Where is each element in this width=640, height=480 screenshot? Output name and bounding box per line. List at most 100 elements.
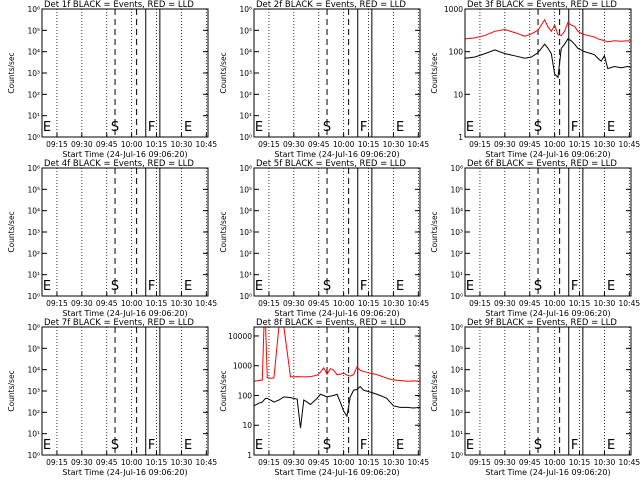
y-tick-label: 10⁰ [27, 133, 40, 142]
y-tick-label: 10 [242, 421, 252, 430]
phase-marker: E [396, 438, 404, 453]
panel-title: Det 7f BLACK = Events, RED = LLD [44, 318, 194, 328]
x-tick-label: 09:30 [494, 140, 516, 149]
y-tick-label: 1 [458, 133, 463, 142]
y-tick-label: 10³ [450, 228, 463, 237]
y-tick-label: 10³ [450, 387, 463, 396]
x-tick-label: 09:45 [519, 299, 541, 308]
x-tick-label: 09:15 [46, 299, 68, 308]
phase-marker: E [255, 120, 263, 135]
x-tick-label: 10:30 [383, 299, 405, 308]
plot-frame [464, 8, 632, 138]
y-tick-label: 10⁶ [27, 323, 40, 332]
phase-marker: F [571, 120, 578, 135]
x-tick-label: 10:30 [594, 299, 616, 308]
x-tick-label: 10:45 [408, 458, 430, 467]
series-line [253, 326, 421, 382]
phase-marker: S [111, 279, 119, 294]
x-tick-label: 10:30 [594, 140, 616, 149]
x-tick-label: 09:30 [283, 299, 305, 308]
phase-marker: F [360, 279, 367, 294]
y-tick-label: 10⁵ [450, 344, 463, 353]
y-axis-label: Counts/sec [430, 211, 439, 252]
panel-title: Det 6f BLACK = Events, RED = LLD [467, 159, 617, 169]
x-tick-label: 10:45 [196, 458, 218, 467]
phase-marker: E [184, 438, 192, 453]
plot-frame [464, 326, 632, 456]
plot-frame [41, 326, 209, 456]
x-tick-label: 10:15 [358, 140, 380, 149]
phase-marker: E [396, 120, 404, 135]
x-tick-label: 10:15 [569, 140, 591, 149]
x-tick-label: 09:30 [494, 458, 516, 467]
y-tick-label: 10¹ [450, 430, 463, 439]
x-tick-label: 10:30 [383, 140, 405, 149]
panel-title: Det 5f BLACK = Events, RED = LLD [256, 159, 406, 169]
x-tick-label: 09:15 [469, 458, 491, 467]
phase-marker: S [534, 120, 542, 135]
x-tick-label: 10:30 [171, 458, 193, 467]
plot-frame [41, 167, 209, 297]
y-tick-label: 10² [27, 249, 40, 258]
x-tick-label: 10:30 [171, 299, 193, 308]
phase-marker: S [323, 279, 331, 294]
x-tick-label: 09:45 [96, 140, 118, 149]
phase-marker: S [323, 438, 331, 453]
phase-marker: E [466, 438, 474, 453]
series-line [464, 38, 632, 79]
phase-marker: S [534, 438, 542, 453]
x-tick-label: 09:45 [308, 140, 330, 149]
x-tick-label: 09:15 [258, 299, 280, 308]
x-tick-label: 10:00 [121, 299, 143, 308]
phase-marker: E [43, 120, 51, 135]
detector-panel: Det 2f BLACK = Events, RED = LLD 10⁰ 10¹ 10… [219, 0, 429, 159]
y-tick-label: 10³ [27, 69, 40, 78]
y-tick-label: 10³ [27, 387, 40, 396]
x-axis-label: Start Time (24-Jul-16 09:06:20) [62, 150, 187, 159]
x-tick-label: 10:45 [408, 140, 430, 149]
plot-frame [41, 8, 209, 138]
panel-title: Det 1f BLACK = Events, RED = LLD [44, 0, 194, 10]
y-tick-label: 10¹ [239, 271, 252, 280]
y-axis-label: Counts/sec [7, 52, 16, 93]
y-tick-label: 10¹ [27, 112, 40, 121]
series-line [464, 18, 632, 43]
x-tick-label: 10:00 [121, 140, 143, 149]
y-tick-label: 10 [453, 90, 463, 99]
y-tick-label: 10⁶ [27, 5, 40, 14]
detector-panel: Det 4f BLACK = Events, RED = LLD 10⁰ 10¹ 10… [7, 159, 217, 318]
x-axis-label: Start Time (24-Jul-16 09:06:20) [274, 468, 399, 477]
x-tick-label: 09:45 [96, 299, 118, 308]
x-tick-label: 10:45 [196, 140, 218, 149]
x-tick-label: 09:15 [258, 458, 280, 467]
y-tick-label: 10⁴ [239, 207, 252, 216]
x-tick-label: 10:15 [146, 299, 168, 308]
y-tick-label: 1 [247, 451, 252, 460]
x-tick-label: 10:45 [619, 140, 640, 149]
y-tick-label: 10⁵ [27, 344, 40, 353]
plot-frame [253, 167, 421, 297]
y-tick-label: 1000 [233, 362, 252, 371]
detector-panel: Det 1f BLACK = Events, RED = LLD 10⁰ 10¹ 10… [7, 0, 217, 159]
y-tick-label: 10² [450, 408, 463, 417]
x-tick-label: 09:30 [71, 140, 93, 149]
x-tick-label: 10:45 [196, 299, 218, 308]
y-tick-label: 10² [239, 249, 252, 258]
x-tick-label: 09:15 [46, 140, 68, 149]
y-axis-label: Counts/sec [430, 52, 439, 93]
y-tick-label: 10³ [27, 228, 40, 237]
y-tick-label: 10⁵ [239, 185, 252, 194]
detector-panel: Det 6f BLACK = Events, RED = LLD 10⁰ 10¹ 10… [430, 159, 640, 318]
x-tick-label: 10:45 [408, 299, 430, 308]
phase-marker: F [360, 438, 367, 453]
x-tick-label: 09:30 [71, 299, 93, 308]
y-tick-label: 10⁴ [450, 366, 463, 375]
y-tick-label: 10¹ [27, 271, 40, 280]
y-tick-label: 10² [450, 249, 463, 258]
x-tick-label: 10:15 [569, 458, 591, 467]
y-axis-label: Counts/sec [219, 370, 228, 411]
phase-marker: E [466, 120, 474, 135]
y-tick-label: 10⁰ [27, 292, 40, 301]
x-tick-label: 09:15 [46, 458, 68, 467]
